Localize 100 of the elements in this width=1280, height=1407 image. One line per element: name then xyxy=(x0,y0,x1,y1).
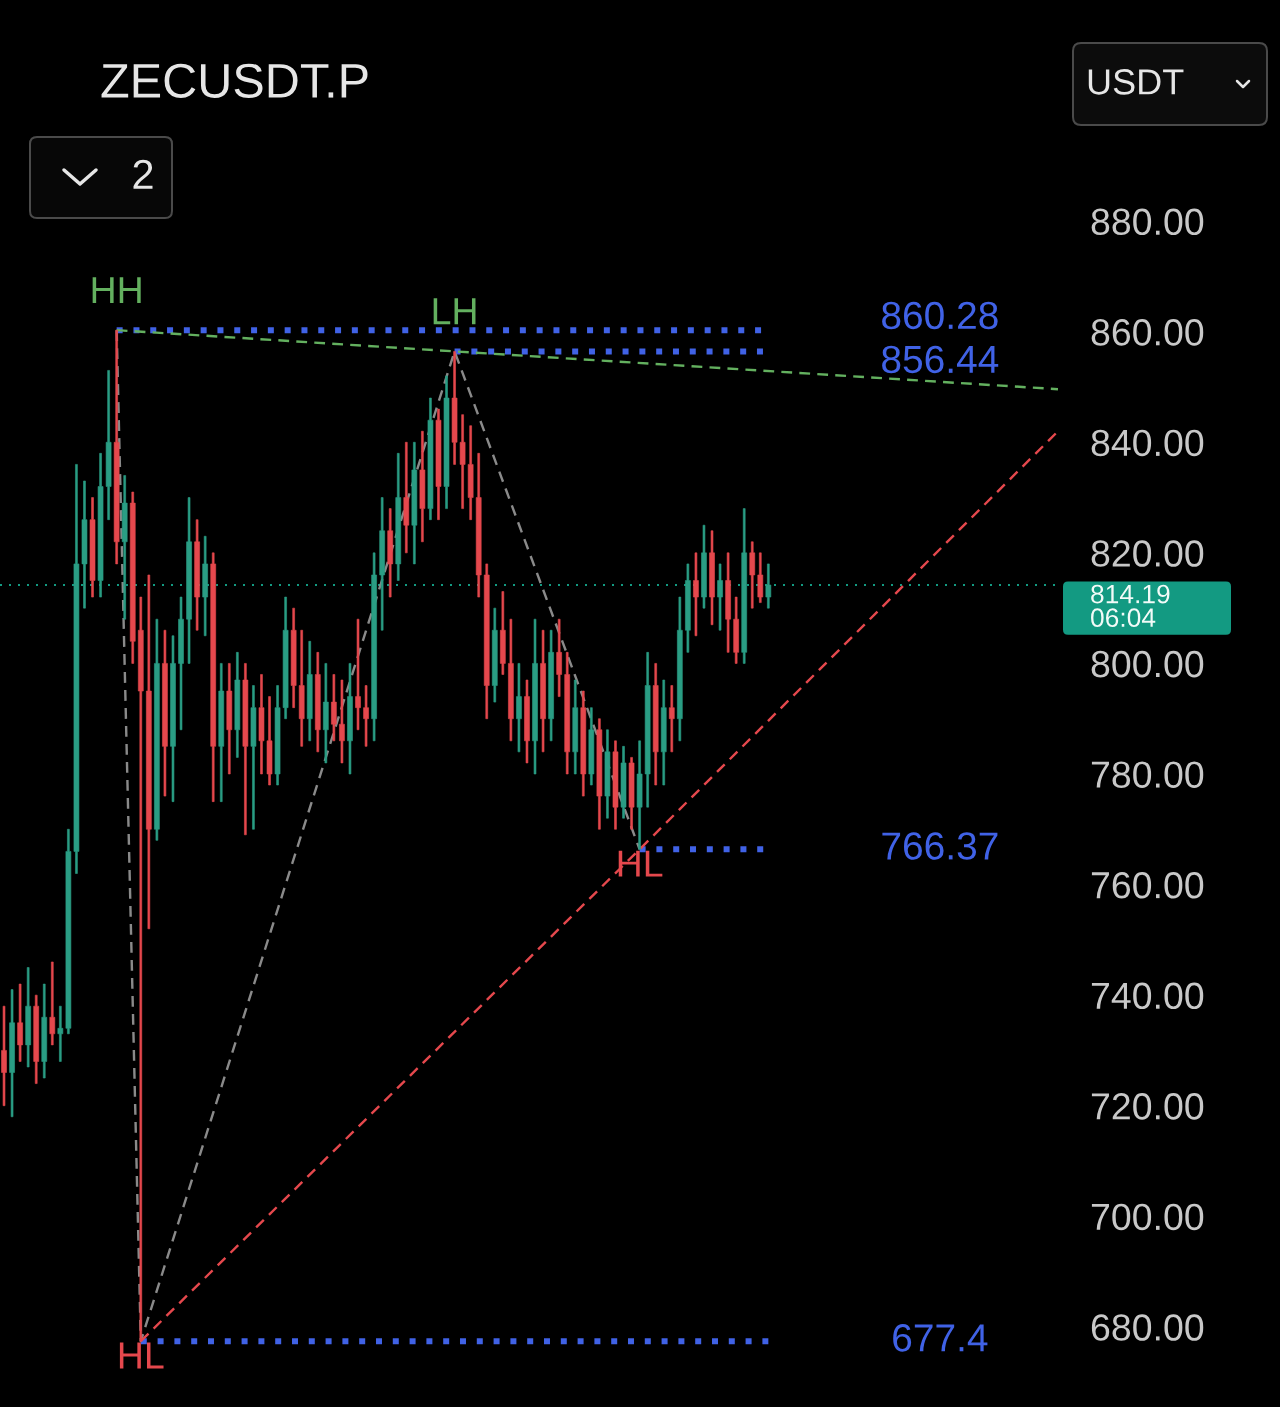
candlestick xyxy=(9,989,15,1118)
candlestick xyxy=(33,994,39,1084)
candlestick xyxy=(604,729,611,819)
candlestick xyxy=(669,685,675,753)
candlestick xyxy=(660,679,667,786)
candlestick xyxy=(218,663,225,802)
candlestick xyxy=(186,497,192,664)
candlestick xyxy=(500,591,506,675)
y-tick-label: 880.00 xyxy=(1091,208,1204,236)
candlestick xyxy=(202,535,208,637)
candlestick xyxy=(725,552,731,653)
candlestick xyxy=(709,530,715,626)
candlestick xyxy=(41,983,48,1079)
candlestick xyxy=(162,629,168,797)
candlestick xyxy=(226,663,233,775)
candlestick xyxy=(644,652,651,808)
candlestick xyxy=(636,740,643,850)
candlestick xyxy=(315,652,321,753)
candlestick xyxy=(403,441,410,554)
candlestick xyxy=(749,541,756,609)
candlestick xyxy=(242,663,249,836)
y-tick-label: 760.00 xyxy=(1091,871,1204,899)
candlestick xyxy=(524,679,530,764)
y-tick-label: 740.00 xyxy=(1091,982,1204,1010)
candlestick xyxy=(685,563,691,653)
candlestick xyxy=(596,718,603,830)
candlestick xyxy=(113,329,120,565)
candlestick xyxy=(250,685,257,830)
candlestick xyxy=(306,641,313,742)
candlestick xyxy=(443,375,450,509)
y-tick-label: 680.00 xyxy=(1091,1314,1204,1341)
candlestick xyxy=(733,596,739,664)
candlestick xyxy=(435,408,442,520)
candlestick xyxy=(331,674,337,742)
candlestick xyxy=(129,491,136,664)
ref-line-label: 766.37 xyxy=(882,832,998,860)
candlestick xyxy=(516,663,522,753)
candlestick xyxy=(89,497,96,598)
candlestick xyxy=(210,552,216,802)
candlestick xyxy=(339,679,345,764)
candlestick xyxy=(121,475,128,620)
y-tick-label: 800.00 xyxy=(1091,650,1204,678)
candlestick xyxy=(556,618,562,697)
ref-line-label: 856.44 xyxy=(882,345,999,374)
candlestick xyxy=(371,552,377,742)
candlestick xyxy=(25,967,31,1068)
candlestick xyxy=(757,552,764,603)
candlestick xyxy=(564,652,570,775)
candlestick xyxy=(1,1005,7,1106)
y-tick-label: 860.00 xyxy=(1091,319,1204,346)
y-tick-label: 840.00 xyxy=(1091,429,1204,457)
y-tick-label: 820.00 xyxy=(1091,540,1204,567)
candlestick xyxy=(741,508,747,664)
candlestick xyxy=(194,519,200,631)
candlestick xyxy=(483,563,490,719)
candlestick xyxy=(612,740,619,830)
candlestick xyxy=(411,441,418,565)
candlestick xyxy=(628,757,635,830)
y-tick-label: 720.00 xyxy=(1091,1093,1204,1120)
candlestick xyxy=(57,1005,64,1062)
candlestick xyxy=(49,961,56,1046)
candlestick xyxy=(572,679,579,775)
candlestick xyxy=(540,629,546,753)
y-axis-title: USDT xyxy=(1088,69,1184,95)
candlestick xyxy=(701,524,707,609)
candlestick xyxy=(717,563,723,631)
candlestick xyxy=(677,596,683,742)
candlestick xyxy=(298,629,305,747)
candlestick xyxy=(620,746,627,819)
candlestick xyxy=(419,430,426,543)
candlestick xyxy=(475,453,482,598)
candlestick xyxy=(652,663,659,786)
candlestick xyxy=(580,690,587,797)
data-label: LH xyxy=(433,298,476,325)
candlestick xyxy=(347,663,353,775)
candlestick xyxy=(532,618,538,775)
candlestick xyxy=(154,618,160,841)
text: ZECUSDT.P xyxy=(101,63,368,99)
candlestick xyxy=(363,685,369,747)
y-tick-label: 780.00 xyxy=(1091,761,1204,788)
ref-line-label: 677.4 xyxy=(893,1324,988,1352)
ref-line-label: 860.28 xyxy=(882,301,998,330)
candlestick xyxy=(508,618,514,742)
candlestick xyxy=(387,508,393,598)
candlestick xyxy=(323,663,329,764)
candlestick xyxy=(355,618,361,731)
data-label: HH xyxy=(92,277,141,303)
data-label: HL xyxy=(618,850,663,877)
candlestick xyxy=(290,607,297,708)
candlestick xyxy=(588,707,595,786)
candlestick xyxy=(178,596,184,731)
annotation: 2 xyxy=(133,159,153,189)
candlestick xyxy=(170,635,176,802)
y-tick-label: 700.00 xyxy=(1091,1203,1204,1231)
candlestick xyxy=(765,563,772,609)
data-label: HL xyxy=(119,1342,164,1369)
candlestick xyxy=(693,552,699,637)
candlestick xyxy=(17,983,23,1062)
candlestick xyxy=(427,397,434,520)
candlestick xyxy=(146,574,152,930)
